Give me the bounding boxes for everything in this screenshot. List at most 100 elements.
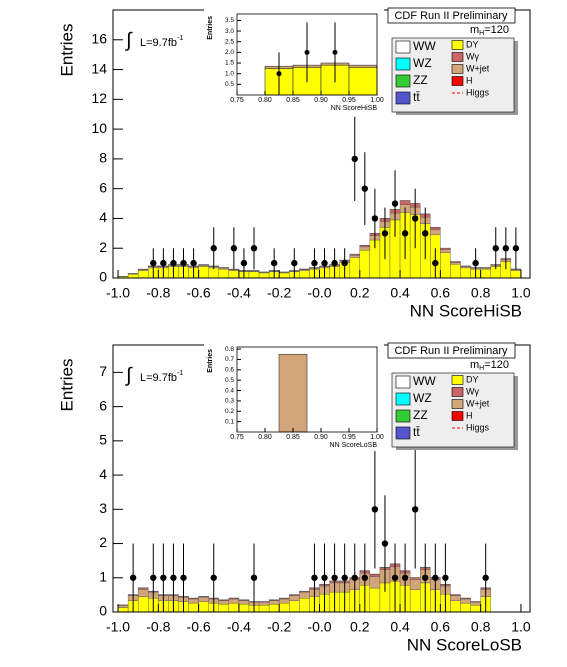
histogram-bar xyxy=(258,601,270,606)
integral-sign: ∫ xyxy=(125,29,133,51)
data-point xyxy=(502,245,510,252)
histogram-bar xyxy=(460,598,471,604)
x-tick-label: -0.8 xyxy=(146,285,170,301)
histogram-bar xyxy=(450,595,461,601)
legend-label: H xyxy=(466,410,473,420)
histogram-bar xyxy=(450,263,461,279)
inset-bar xyxy=(348,66,378,96)
lumi-label: L=9.7fb-1 xyxy=(140,370,183,384)
data-point xyxy=(321,259,328,267)
histogram-bar xyxy=(440,248,451,250)
data-point xyxy=(492,245,499,252)
histogram-bar xyxy=(228,602,240,613)
data-point xyxy=(422,574,429,581)
data-point xyxy=(351,155,358,163)
y-tick-label: 6 xyxy=(99,179,107,195)
histogram-bar xyxy=(117,605,129,608)
data-point xyxy=(210,574,217,581)
data-point xyxy=(160,574,167,581)
histogram-bar xyxy=(137,587,149,590)
inset-y-label: Entries xyxy=(207,349,214,373)
histogram-bar xyxy=(460,267,471,279)
inset-x-tick-label: 0.85 xyxy=(286,97,300,104)
inset-y-tick-label: 3.5 xyxy=(225,17,234,24)
legend-label: H xyxy=(466,75,473,85)
x-tick-label: 0.4 xyxy=(390,285,410,301)
data-point xyxy=(311,574,318,581)
y-tick-label: 0 xyxy=(99,603,107,619)
histogram-bar xyxy=(198,597,209,602)
histogram-bar xyxy=(299,591,310,599)
histogram-bar xyxy=(278,272,290,279)
inset-x-tick-label: 0.95 xyxy=(342,97,356,104)
inset-y-tick-label: 0.2 xyxy=(225,408,234,415)
y-tick-label: 3 xyxy=(99,500,107,516)
y-tick-label: 16 xyxy=(91,30,107,46)
mass-label: mH=120 xyxy=(470,359,509,372)
histogram-bar xyxy=(480,268,491,279)
data-point xyxy=(512,245,520,252)
legend-swatch xyxy=(451,64,464,74)
inset-x-tick-label: 0.95 xyxy=(342,434,356,441)
x-tick-label: 0.4 xyxy=(390,619,410,635)
lumi-text: L=9.7fb xyxy=(140,372,177,384)
histogram-bar xyxy=(369,574,381,577)
legend-label: tt̄ xyxy=(413,90,420,104)
inset-data-point xyxy=(304,49,310,55)
histogram-bar xyxy=(510,270,522,279)
inset-y-tick-label: 0.3 xyxy=(225,398,234,405)
histogram-bar xyxy=(289,595,300,601)
data-point xyxy=(170,574,177,581)
histogram-bar xyxy=(299,598,310,613)
histogram-bar xyxy=(359,246,371,251)
data-point xyxy=(442,574,449,581)
inset-x-tick-label: 1.00 xyxy=(370,97,384,104)
histogram-bar xyxy=(137,270,149,279)
data-point xyxy=(371,215,379,222)
x-tick-label: 0.8 xyxy=(471,619,491,635)
data-point xyxy=(432,574,439,581)
title-box xyxy=(387,7,516,24)
mass-subscript: H xyxy=(479,30,484,37)
legend-swatch xyxy=(395,57,411,71)
inset-x-tick-label: 0.80 xyxy=(258,434,272,441)
legend-label: Wγ xyxy=(466,386,479,396)
histogram-bar xyxy=(228,270,240,279)
inset-y-tick-label: 1.5 xyxy=(225,60,234,67)
histogram-bar xyxy=(440,249,451,253)
data-point xyxy=(180,259,187,267)
histogram-bar xyxy=(228,598,240,604)
data-point xyxy=(240,259,248,267)
legend-label: ZZ xyxy=(413,73,428,87)
histogram-bar xyxy=(460,602,471,613)
histogram-bar xyxy=(278,602,290,613)
histogram-bar xyxy=(289,600,300,613)
data-point xyxy=(472,259,479,267)
inset-y-tick-label: 2.5 xyxy=(225,38,234,45)
histogram-bar xyxy=(218,268,230,279)
histogram-bar xyxy=(117,607,129,613)
data-point xyxy=(381,540,389,547)
x-tick-label: 1.0 xyxy=(511,619,531,635)
inset-y-tick-label: 0.6 xyxy=(225,367,234,374)
y-axis-label: Entries xyxy=(57,359,76,412)
data-point xyxy=(411,506,419,513)
histogram-bar xyxy=(359,249,371,279)
lumi-exponent: -1 xyxy=(177,370,183,377)
inset-y-tick-label: 0.7 xyxy=(225,356,234,363)
data-point xyxy=(432,259,439,267)
legend-label: W+jet xyxy=(466,63,490,73)
data-point xyxy=(150,574,157,581)
histogram-bar xyxy=(238,603,250,613)
histogram-bar xyxy=(278,598,290,604)
inset-background xyxy=(204,6,384,114)
legend-swatch xyxy=(451,399,464,409)
histogram-bar xyxy=(399,200,411,205)
histogram-bar xyxy=(430,227,441,230)
legend-swatch xyxy=(395,426,411,440)
y-axis-label: Entries xyxy=(57,24,76,77)
inset-x-tick-label: 0.80 xyxy=(258,97,272,104)
inset-y-tick-label: 0.5 xyxy=(225,377,234,384)
legend-label: WZ xyxy=(413,56,432,70)
histogram-bar xyxy=(208,267,219,279)
